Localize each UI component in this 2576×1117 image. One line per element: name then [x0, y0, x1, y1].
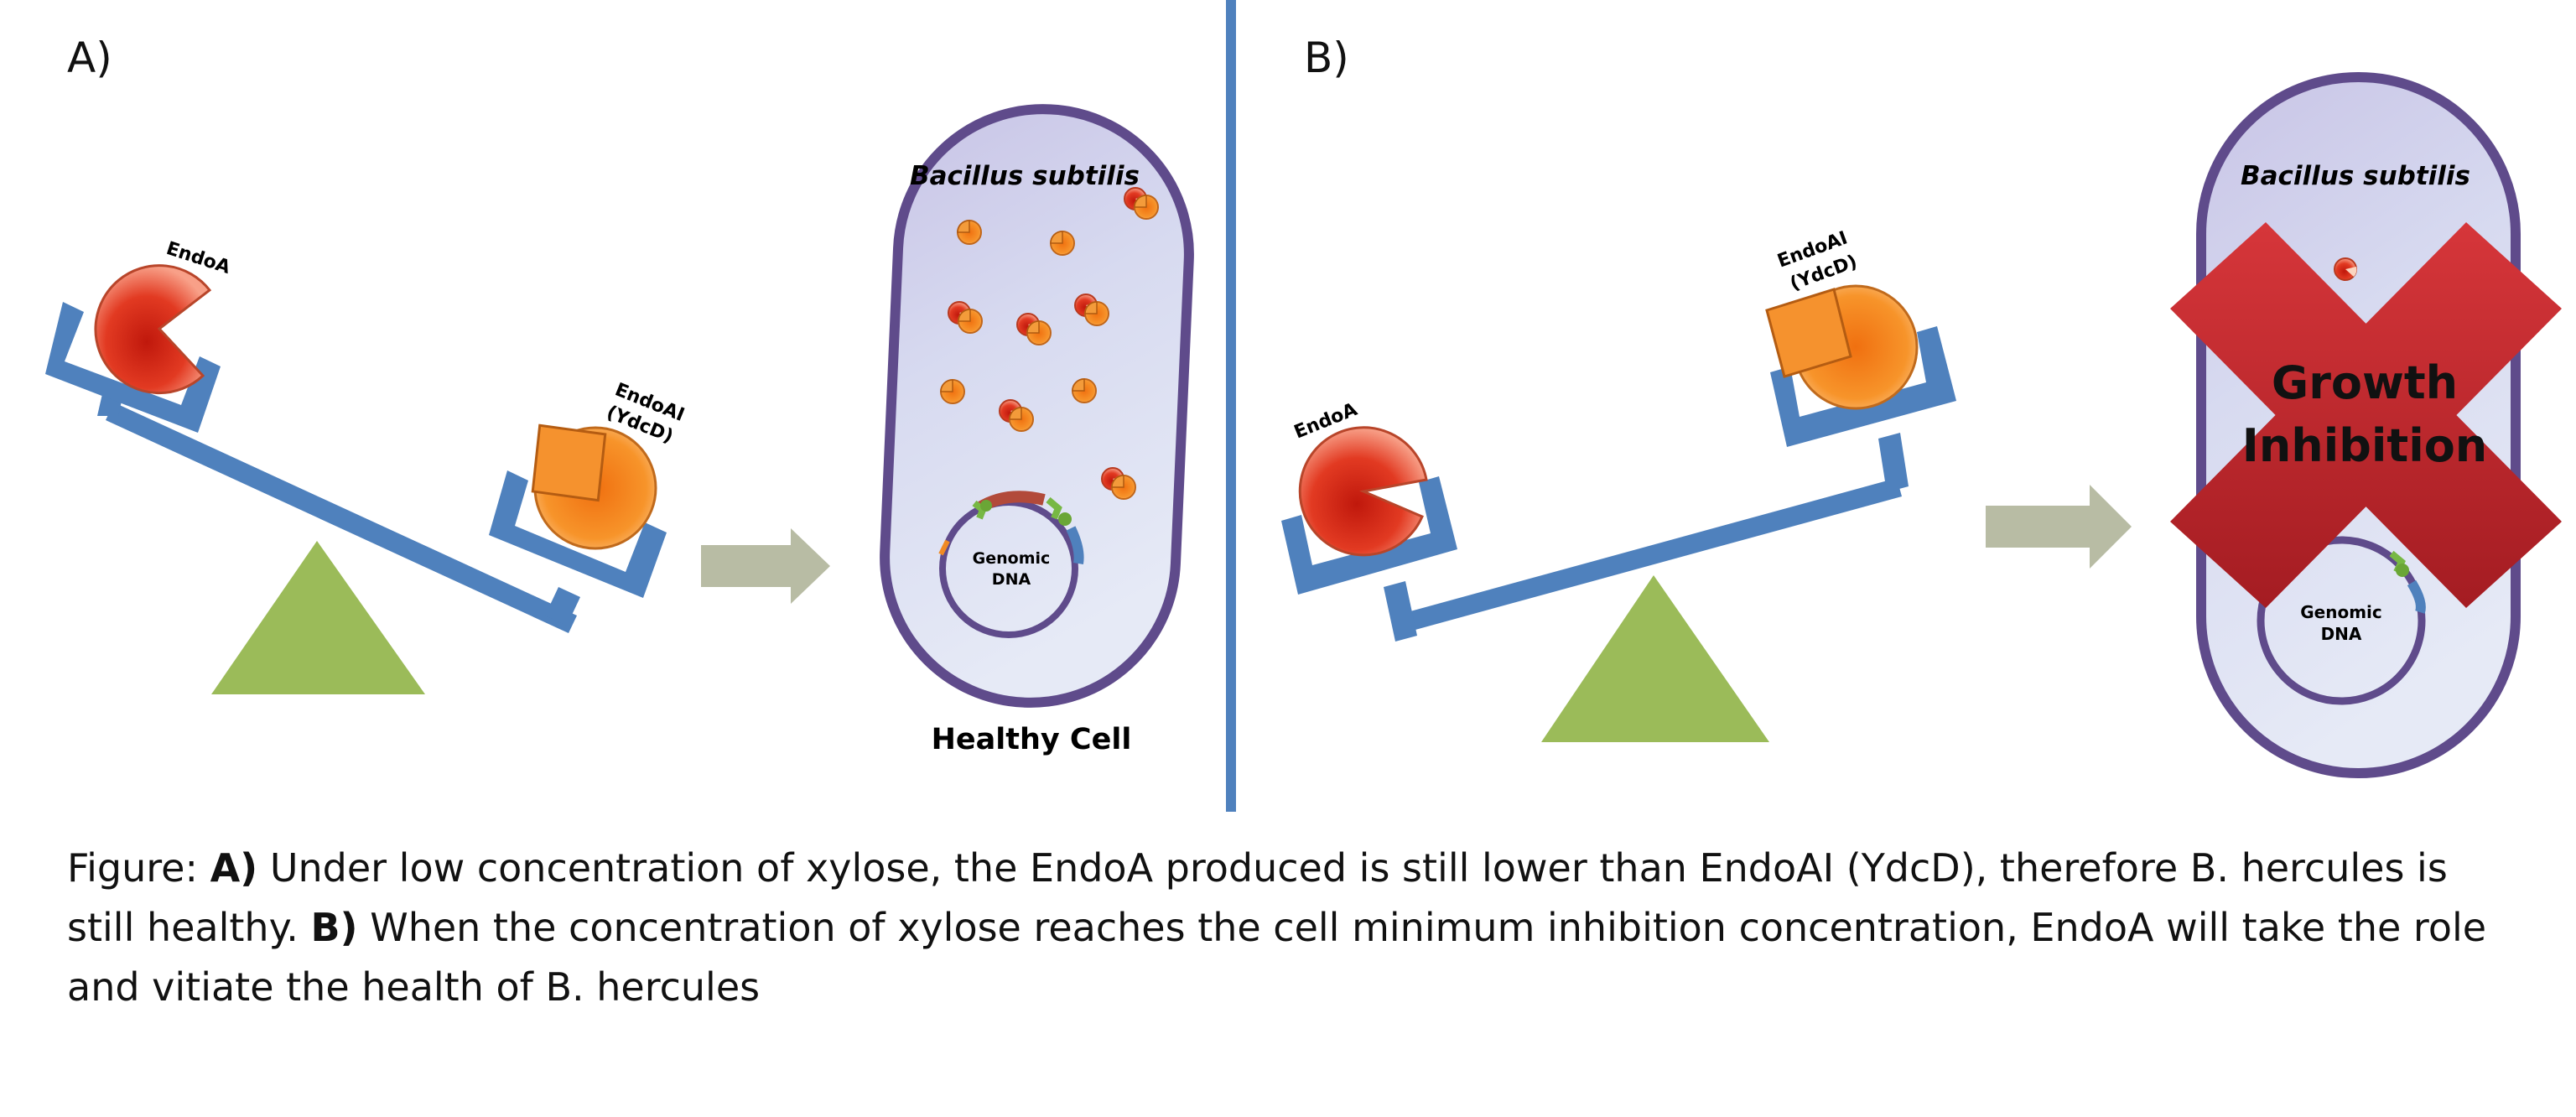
caption-a-text: Under low concentration of xylose, the E… [67, 845, 2448, 950]
inhibition-label-line2: Inhibition [2242, 419, 2488, 472]
caption-b-text: When the concentration of xylose reaches… [67, 905, 2487, 1010]
fulcrum-triangle [211, 541, 425, 694]
panel-b: EndoA EndoAI (YdcD) Bacillus subtilis [1281, 72, 2562, 778]
fulcrum-triangle [1541, 575, 1769, 742]
bacillus-cell: Bacillus subtilis [880, 104, 1194, 708]
cell-title: Bacillus subtilis [910, 161, 1140, 191]
dna-label-line2: DNA [2321, 624, 2362, 644]
genomic-dna: Genomic DNA [938, 491, 1084, 638]
endoa-protein [94, 264, 212, 395]
caption-prefix: Figure: [67, 845, 210, 891]
dna-label-line2: DNA [992, 570, 1031, 589]
panel-a: EndoA EndoAI (YdcD) Bacillus subtilis [45, 104, 1194, 756]
cell-status: Healthy Cell [932, 723, 1132, 756]
caption-a-marker: A) [210, 845, 258, 891]
seesaw-scale [1281, 326, 1956, 642]
inhibition-label: Growth [2272, 356, 2458, 409]
endoa-protein [1298, 426, 1428, 557]
panel-a-letter: A) [67, 34, 112, 82]
endoai-protein [1765, 284, 1919, 410]
figure-caption: Figure: A) Under low concentration of xy… [67, 839, 2524, 1017]
genomic-dna: Genomic DNA [2257, 536, 2426, 705]
caption-b-marker: B) [310, 905, 358, 950]
seesaw-scale [45, 302, 667, 633]
dna-label: Genomic [2300, 602, 2382, 622]
growth-inhibition-cross: Growth Inhibition [2170, 222, 2562, 608]
endoai-protein [531, 423, 657, 550]
cell-title: Bacillus subtilis [2241, 161, 2470, 191]
arrow [701, 528, 830, 604]
panel-b-letter: B) [1304, 34, 1349, 82]
dna-label: Genomic [973, 549, 1051, 568]
arrow [1986, 485, 2132, 569]
